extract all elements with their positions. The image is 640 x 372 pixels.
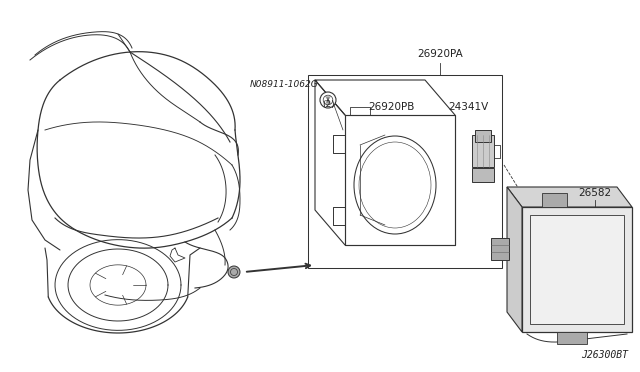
Polygon shape [507,187,522,332]
Bar [557,332,587,344]
Text: 26920PB: 26920PB [368,102,414,112]
Circle shape [228,266,240,278]
Text: 26582: 26582 [579,188,612,198]
Bar [475,130,491,142]
Bar [491,238,509,260]
Text: 26920PA: 26920PA [417,49,463,59]
Bar [530,215,624,324]
Polygon shape [507,187,632,207]
Text: 24341V: 24341V [448,102,488,112]
Text: J26300BT: J26300BT [581,350,628,360]
Bar [542,193,567,207]
Bar [308,75,502,268]
Bar [472,168,494,182]
Bar [472,135,494,167]
Text: N08911-1062G: N08911-1062G [249,80,318,89]
Text: (2): (2) [322,100,335,109]
Bar [522,207,632,332]
Circle shape [320,92,336,108]
